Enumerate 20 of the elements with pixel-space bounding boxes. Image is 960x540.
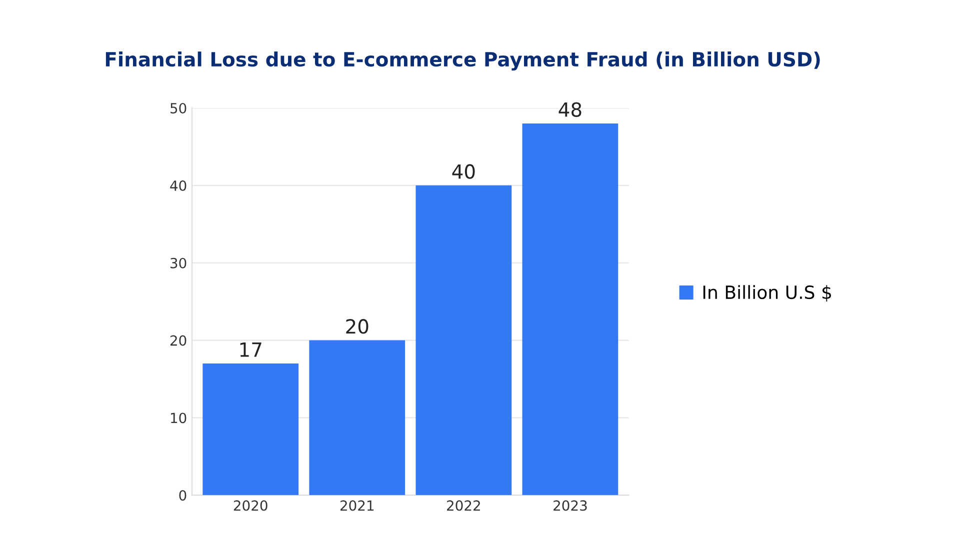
y-tick-label: 50 (170, 102, 186, 114)
y-tick-label: 30 (170, 258, 186, 268)
y-tick-label: 40 (170, 180, 186, 191)
data-label: 48 (558, 102, 582, 117)
bar (522, 123, 618, 496)
x-tick-label: 2020 (234, 500, 268, 511)
data-label: 17 (240, 342, 262, 357)
data-label: 20 (346, 319, 368, 334)
legend-label: In Billion U.S $ (703, 285, 831, 302)
bar (202, 364, 299, 496)
x-tick-label: 2021 (340, 500, 374, 511)
y-tick-label: 0 (179, 490, 186, 501)
data-label: 40 (452, 164, 475, 179)
y-tick-label: 20 (170, 335, 186, 346)
bar (416, 185, 512, 496)
y-tick-label: 10 (170, 412, 186, 424)
x-tick-label: 2023 (554, 500, 587, 511)
chart-title: Financial Loss due to E-commerce Payment Fraud (in Billion USD) (106, 52, 820, 71)
bar (309, 340, 406, 496)
x-tick-label: 2022 (447, 500, 480, 511)
